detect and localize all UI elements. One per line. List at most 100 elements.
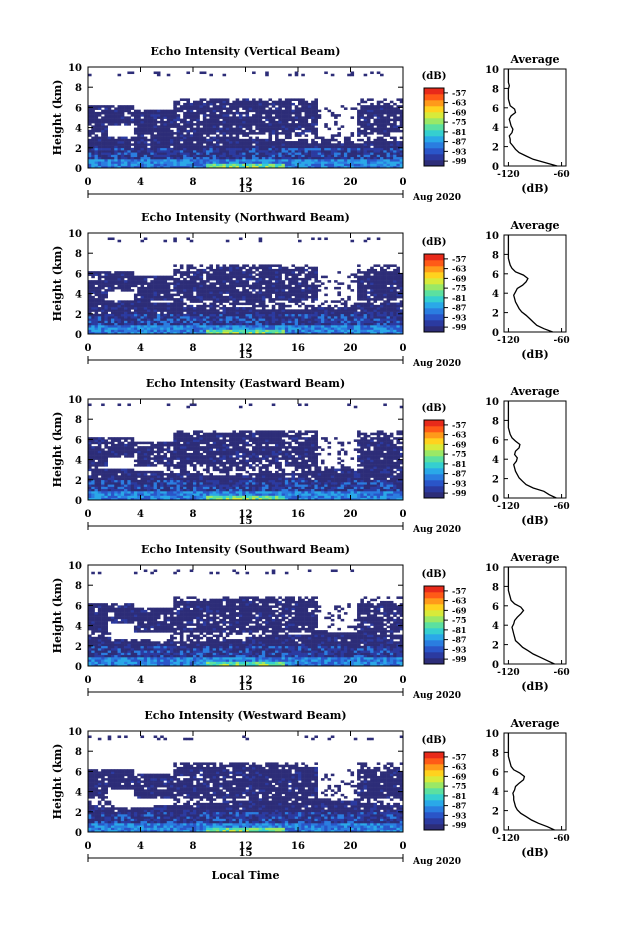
y-tick-label: 4 bbox=[75, 124, 82, 135]
colorbar-segment bbox=[424, 800, 444, 807]
colorbar-segment bbox=[424, 254, 444, 261]
colorbar-tick-label: -57 bbox=[452, 254, 466, 264]
colorbar-segment bbox=[424, 272, 444, 279]
colorbar-segment bbox=[424, 296, 444, 303]
profile-y-tick-label: 10 bbox=[485, 563, 499, 574]
profile-x-tick-label: -60 bbox=[553, 502, 569, 512]
profile-y-tick-label: 2 bbox=[492, 641, 499, 652]
colorbar-tick-label: -69 bbox=[452, 273, 467, 283]
y-tick-label: 4 bbox=[75, 622, 82, 633]
colorbar-segment bbox=[424, 752, 444, 759]
profile-line bbox=[507, 69, 558, 167]
colorbar-tick-label: -99 bbox=[452, 156, 467, 166]
day-label: 15 bbox=[239, 682, 253, 693]
profile-y-tick-label: 8 bbox=[492, 84, 499, 95]
colorbar bbox=[424, 254, 444, 333]
profile-y-tick-label: 10 bbox=[485, 65, 499, 76]
colorbar-tick-label: -57 bbox=[452, 752, 466, 762]
colorbar-segment bbox=[424, 290, 444, 297]
day-label: 15 bbox=[239, 350, 253, 361]
x-tick-label: 8 bbox=[190, 343, 197, 354]
panel-title: Echo Intensity (Westward Beam) bbox=[144, 709, 346, 722]
y-tick-label: 2 bbox=[75, 642, 82, 653]
x-tick-label: 4 bbox=[137, 343, 144, 354]
profile-y-tick-label: 6 bbox=[492, 436, 499, 447]
profile-y-tick-label: 10 bbox=[485, 397, 499, 408]
y-tick-label: 2 bbox=[75, 310, 82, 321]
heatmap bbox=[88, 403, 404, 501]
colorbar-tick-label: -69 bbox=[452, 605, 467, 615]
x-tick-label: 8 bbox=[190, 509, 197, 520]
profile-x-label: (dB) bbox=[521, 680, 548, 693]
colorbar-segment bbox=[424, 278, 444, 285]
colorbar-tick-label: -75 bbox=[452, 449, 466, 459]
colorbar-segment bbox=[424, 758, 444, 765]
y-tick-label: 10 bbox=[68, 63, 82, 74]
colorbar-frame bbox=[423, 751, 445, 831]
profile-x-label: (dB) bbox=[521, 182, 548, 195]
colorbar-tick-label: -69 bbox=[452, 771, 467, 781]
colorbar-tick-label: -99 bbox=[452, 322, 467, 332]
colorbar-segment bbox=[424, 610, 444, 617]
x-tick-label: 20 bbox=[344, 509, 358, 520]
colorbar-segment bbox=[424, 284, 444, 291]
heatmap bbox=[88, 569, 404, 667]
colorbar-tick-label: -93 bbox=[452, 146, 467, 156]
colorbar-segment bbox=[424, 326, 444, 333]
colorbar-segment bbox=[424, 100, 444, 107]
y-tick-label: 10 bbox=[68, 561, 82, 572]
panel-3: Echo Intensity (Southward Beam) Height (k… bbox=[51, 543, 570, 701]
y-tick-label: 0 bbox=[75, 828, 82, 839]
colorbar-tick-label: -63 bbox=[452, 264, 467, 274]
colorbar-tick-label: -87 bbox=[452, 303, 466, 313]
colorbar-segment bbox=[424, 260, 444, 267]
colorbar-segment bbox=[424, 142, 444, 149]
x-tick-label: 12 bbox=[239, 343, 253, 354]
x-axis-label: Local Time bbox=[212, 869, 280, 882]
profile-y-tick-label: 2 bbox=[492, 475, 499, 486]
colorbar bbox=[424, 752, 444, 831]
profile-y-tick-label: 10 bbox=[485, 729, 499, 740]
colorbar-tick-label: -81 bbox=[452, 127, 466, 137]
profile-y-tick-label: 8 bbox=[492, 250, 499, 261]
profile-frame bbox=[503, 732, 567, 831]
colorbar-frame bbox=[423, 585, 445, 665]
y-axis-label: Height (km) bbox=[51, 578, 64, 654]
x-tick-label: 16 bbox=[291, 841, 305, 852]
y-axis-label: Height (km) bbox=[51, 80, 64, 156]
colorbar-segment bbox=[424, 586, 444, 593]
colorbar-label: (dB) bbox=[422, 403, 447, 414]
profile-line bbox=[507, 567, 555, 665]
panel-0: Echo Intensity (Vertical Beam) Height (km… bbox=[51, 45, 570, 203]
colorbar-segment bbox=[424, 468, 444, 475]
colorbar-label: (dB) bbox=[422, 237, 447, 248]
colorbar-tick-label: -57 bbox=[452, 420, 466, 430]
colorbar-segment bbox=[424, 812, 444, 819]
colorbar-segment bbox=[424, 634, 444, 641]
profile-x-tick-label: -120 bbox=[497, 170, 520, 180]
colorbar-segment bbox=[424, 456, 444, 463]
colorbar-segment bbox=[424, 314, 444, 321]
colorbar bbox=[424, 586, 444, 665]
x-tick-label: 8 bbox=[190, 675, 197, 686]
panel-title: Echo Intensity (Eastward Beam) bbox=[146, 377, 345, 390]
colorbar-tick-label: -87 bbox=[452, 137, 466, 147]
colorbar-segment bbox=[424, 480, 444, 487]
colorbar-segment bbox=[424, 824, 444, 831]
y-tick-label: 0 bbox=[75, 662, 82, 673]
profile-x-tick-label: -60 bbox=[553, 834, 569, 844]
colorbar-segment bbox=[424, 592, 444, 599]
colorbar-segment bbox=[424, 658, 444, 665]
colorbar-tick-label: -69 bbox=[452, 107, 467, 117]
colorbar-segment bbox=[424, 160, 444, 167]
x-tick-label: 20 bbox=[344, 841, 358, 852]
profile-x-tick-label: -120 bbox=[497, 834, 520, 844]
colorbar-segment bbox=[424, 450, 444, 457]
y-tick-label: 6 bbox=[75, 435, 82, 446]
colorbar-tick-label: -63 bbox=[452, 596, 467, 606]
colorbar-tick-label: -63 bbox=[452, 430, 467, 440]
y-tick-label: 8 bbox=[75, 415, 82, 426]
profile-title: Average bbox=[509, 385, 559, 398]
colorbar-segment bbox=[424, 788, 444, 795]
y-tick-label: 4 bbox=[75, 456, 82, 467]
